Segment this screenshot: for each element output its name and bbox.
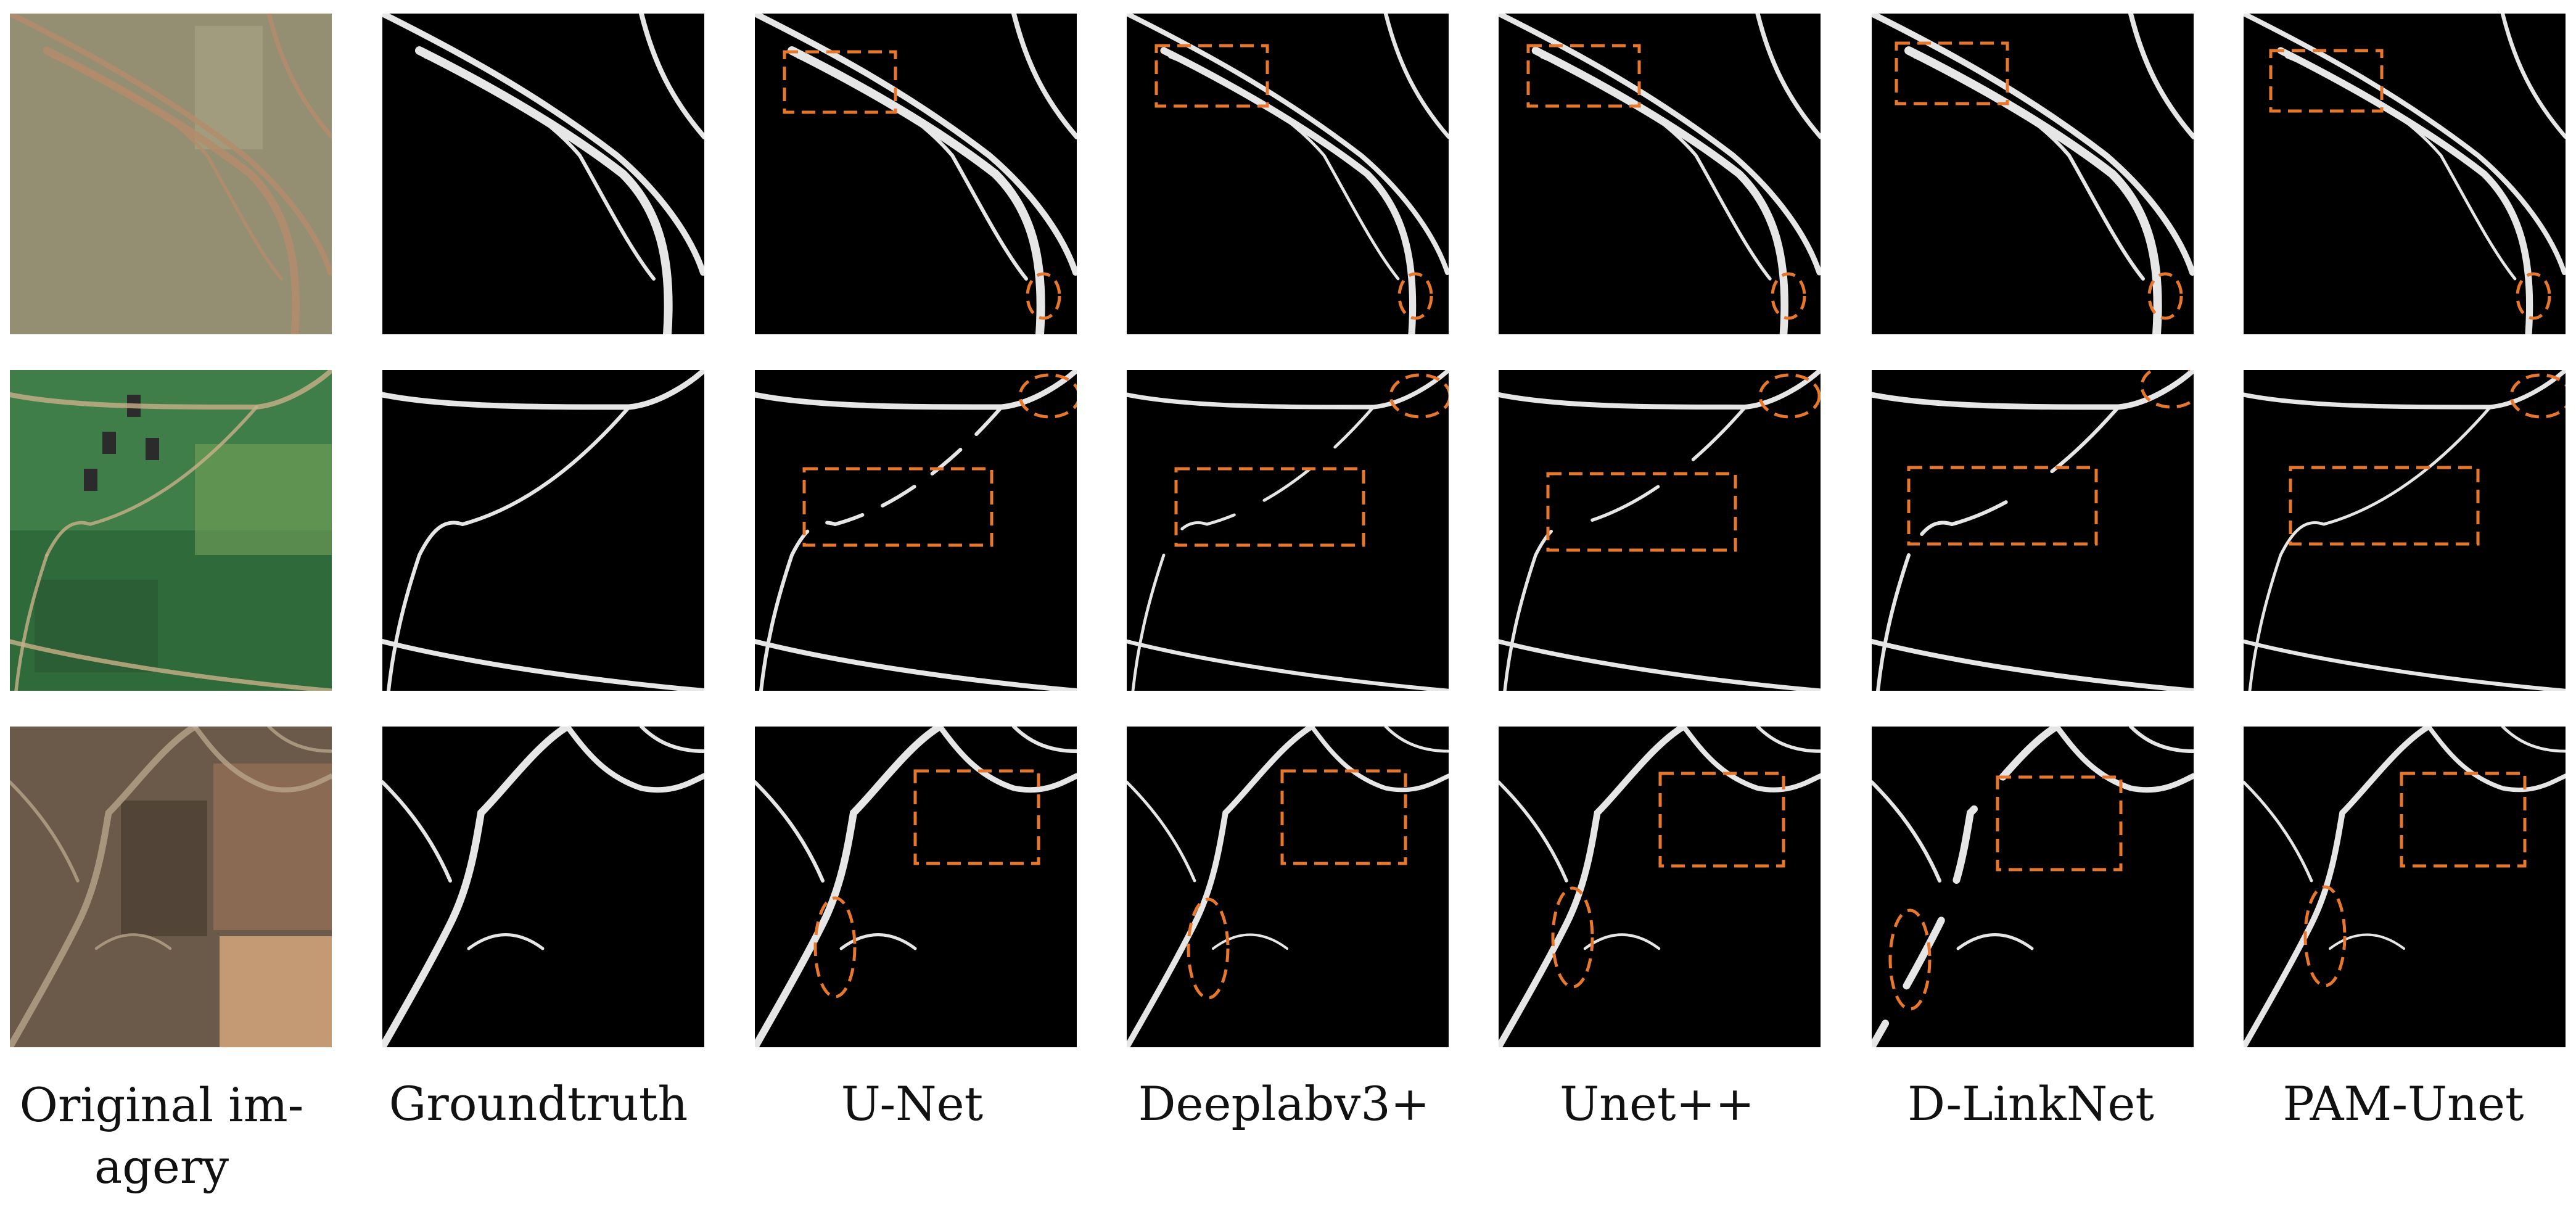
- row-3-groundtruth-panel: [382, 727, 704, 1047]
- row-2-groundtruth-image: [382, 370, 704, 691]
- row-1-groundtruth-panel: [382, 14, 704, 334]
- row-1-groundtruth-image: [382, 14, 704, 334]
- row-1-pamunet-panel: [2244, 14, 2566, 334]
- label-groundtruth: Groundtruth: [389, 1076, 688, 1131]
- label-unetpp: Unet++: [1560, 1076, 1755, 1131]
- row-1-unet-image: [755, 14, 1077, 334]
- row-3-original-imagery-image: [10, 727, 332, 1047]
- row-2-pamunet-image: [2244, 370, 2566, 691]
- row-3-pamunet-image: [2244, 727, 2566, 1047]
- row-3-deeplabv3-image: [1127, 727, 1449, 1047]
- row-2-unetpp-image: [1499, 370, 1821, 691]
- row-2-dlinknet-image: [1872, 370, 2194, 691]
- label-unet: U-Net: [841, 1076, 984, 1131]
- row-1-original-imagery-image: [10, 14, 332, 334]
- label-original-imagery: Original im- agery: [19, 1077, 304, 1194]
- row-3-dlinknet-image: [1872, 727, 2194, 1047]
- row-2-unet-panel: [755, 370, 1077, 691]
- row-2-original-imagery-panel: [10, 370, 332, 691]
- row-1-unetpp-image: [1499, 14, 1821, 334]
- row-1-deeplabv3-panel: [1127, 14, 1449, 334]
- row-2-dlinknet-panel: [1872, 370, 2194, 691]
- row-3-groundtruth-image: [382, 727, 704, 1047]
- row-1-dlinknet-image: [1872, 14, 2194, 334]
- row-1-deeplabv3-image: [1127, 14, 1449, 334]
- row-3-unet-image: [755, 727, 1077, 1047]
- row-1-unet-panel: [755, 14, 1077, 334]
- row-3-unet-panel: [755, 727, 1077, 1047]
- label-deeplabv3: Deeplabv3+: [1138, 1076, 1430, 1131]
- row-2-original-imagery-image: [10, 370, 332, 691]
- row-1-original-imagery-panel: [10, 14, 332, 334]
- row-2-pamunet-panel: [2244, 370, 2566, 691]
- row-3-unetpp-image: [1499, 727, 1821, 1047]
- label-pamunet: PAM-Unet: [2282, 1076, 2524, 1131]
- row-3-dlinknet-panel: [1872, 727, 2194, 1047]
- row-1-pamunet-image: [2244, 14, 2566, 334]
- row-2-unet-image: [755, 370, 1077, 691]
- row-3-deeplabv3-panel: [1127, 727, 1449, 1047]
- row-3-unetpp-panel: [1499, 727, 1821, 1047]
- row-1-unetpp-panel: [1499, 14, 1821, 334]
- row-2-deeplabv3-image: [1127, 370, 1449, 691]
- row-3-original-imagery-panel: [10, 727, 332, 1047]
- row-1-dlinknet-panel: [1872, 14, 2194, 334]
- row-3-pamunet-panel: [2244, 727, 2566, 1047]
- row-2-deeplabv3-panel: [1127, 370, 1449, 691]
- row-2-groundtruth-panel: [382, 370, 704, 691]
- label-dlinknet: D-LinkNet: [1907, 1076, 2154, 1131]
- row-2-unetpp-panel: [1499, 370, 1821, 691]
